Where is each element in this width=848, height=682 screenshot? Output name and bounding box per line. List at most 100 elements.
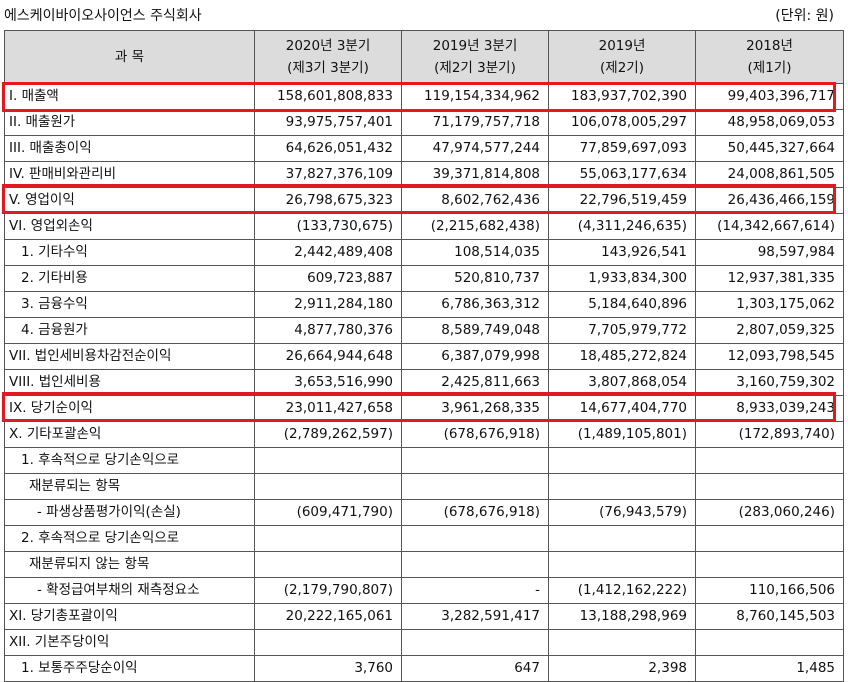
row-value: 7,705,979,772 (548, 317, 696, 344)
row-value: 520,810,737 (401, 265, 549, 292)
row-label: VII. 법인세비용차감전순이익 (4, 343, 255, 370)
header-col-2020q3: 2020년 3분기 (제3기 3분기) (254, 30, 402, 84)
header-col-2019: 2019년 (제2기) (548, 30, 696, 84)
row-value (548, 447, 696, 474)
row-value: (133,730,675) (254, 213, 402, 240)
row-value: 48,958,069,053 (695, 109, 844, 136)
row-value: 18,485,272,824 (548, 343, 696, 370)
income-statement-table: 과 목 2020년 3분기 (제3기 3분기) 2019년 3분기 (제2기 3분기… (4, 30, 844, 682)
row-label: - 파생상품평가이익(손실) (4, 499, 255, 526)
table-row: 재분류되지 않는 항목 (4, 551, 844, 578)
row-value: 143,926,541 (548, 239, 696, 266)
row-value (254, 473, 402, 500)
row-value (254, 447, 402, 474)
row-value: (2,215,682,438) (401, 213, 549, 240)
table-row: 3. 금융수익 2,911,284,180 6,786,363,312 5,184,6… (4, 291, 844, 318)
header-line1: 2018년 (746, 38, 793, 54)
row-value (254, 551, 402, 578)
table-row: XII. 기본주당이익 (4, 629, 844, 656)
row-value: (14,342,667,614) (695, 213, 844, 240)
header-line2: (제1기) (747, 60, 792, 76)
row-value: 6,786,363,312 (401, 291, 549, 318)
row-value: 55,063,177,634 (548, 161, 696, 188)
row-value: 50,445,327,664 (695, 135, 844, 162)
table-row: I. 매출액 158,601,808,833 119,154,334,962 183,… (4, 83, 844, 110)
table-row: 2. 후속적으로 당기손익으로 (4, 525, 844, 552)
row-value: 8,933,039,243 (695, 395, 844, 422)
row-value: 2,442,489,408 (254, 239, 402, 266)
table-row: III. 매출총이익 64,626,051,432 47,974,577,244 77… (4, 135, 844, 162)
row-value: 119,154,334,962 (401, 83, 549, 110)
row-value (548, 525, 696, 552)
row-value: (1,412,162,222) (548, 577, 696, 604)
row-value: 1,933,834,300 (548, 265, 696, 292)
row-label: 1. 후속적으로 당기손익으로 (4, 447, 255, 474)
header-line1: 2019년 3분기 (432, 38, 518, 54)
row-value: 24,008,861,505 (695, 161, 844, 188)
row-value (401, 473, 549, 500)
table-caption: 에스케이바이오사이언스 주식회사 (단위: 원) (0, 0, 848, 30)
row-value: 26,798,675,323 (254, 187, 402, 214)
table-row: VIII. 법인세비용 3,653,516,990 2,425,811,663 3,8… (4, 369, 844, 396)
row-label: 3. 금융수익 (4, 291, 255, 318)
row-value: 6,387,079,998 (401, 343, 549, 370)
table-row: - 확정급여부채의 재측정요소 (2,179,790,807) - (1,412,16… (4, 577, 844, 604)
row-value: 64,626,051,432 (254, 135, 402, 162)
row-value: 37,827,376,109 (254, 161, 402, 188)
row-value: 158,601,808,833 (254, 83, 402, 110)
row-label: 2. 후속적으로 당기손익으로 (4, 525, 255, 552)
table-row: IV. 판매비와관리비 37,827,376,109 39,371,814,808 5… (4, 161, 844, 188)
row-value (254, 525, 402, 552)
row-value: 106,078,005,297 (548, 109, 696, 136)
row-value: 2,911,284,180 (254, 291, 402, 318)
table-row: 2. 기타비용 609,723,887 520,810,737 1,933,834,3… (4, 265, 844, 292)
row-label: II. 매출원가 (4, 109, 255, 136)
header-item: 과 목 (4, 30, 255, 84)
row-value: (76,943,579) (548, 499, 696, 526)
row-value: 3,961,268,335 (401, 395, 549, 422)
row-label: 재분류되는 항목 (4, 473, 255, 500)
row-value (401, 629, 549, 656)
header-line2: (제2기 3분기) (434, 60, 516, 76)
row-label: 2. 기타비용 (4, 265, 255, 292)
row-label: IV. 판매비와관리비 (4, 161, 255, 188)
header-line2: (제2기) (600, 60, 644, 76)
header-col-2019q3: 2019년 3분기 (제2기 3분기) (401, 30, 549, 84)
table-row: X. 기타포괄손익 (2,789,262,597) (678,676,918) (1,… (4, 421, 844, 448)
table-row: V. 영업이익 26,798,675,323 8,602,762,436 22,796… (4, 187, 844, 214)
row-value: 71,179,757,718 (401, 109, 549, 136)
table-row: 1. 후속적으로 당기손익으로 (4, 447, 844, 474)
row-value: (609,471,790) (254, 499, 402, 526)
table-row: VII. 법인세비용차감전순이익 26,664,944,648 6,387,079,… (4, 343, 844, 370)
header-line2: (제3기 3분기) (287, 60, 369, 76)
row-value (695, 473, 844, 500)
row-label: X. 기타포괄손익 (4, 421, 255, 448)
row-label: IX. 당기순이익 (4, 395, 255, 422)
company-name: 에스케이바이오사이언스 주식회사 (4, 8, 202, 24)
row-value: 98,597,984 (695, 239, 844, 266)
row-value: (4,311,246,635) (548, 213, 696, 240)
row-value: 4,877,780,376 (254, 317, 402, 344)
row-value: 1,303,175,062 (695, 291, 844, 318)
row-value (695, 525, 844, 552)
header-line1: 2020년 3분기 (285, 38, 371, 54)
row-value (401, 447, 549, 474)
row-value: 14,677,404,770 (548, 395, 696, 422)
row-value: 8,602,762,436 (401, 187, 549, 214)
row-label: VIII. 법인세비용 (4, 369, 255, 396)
table-row: IX. 당기순이익 23,011,427,658 3,961,268,335 14,6… (4, 395, 844, 422)
row-value: 93,975,757,401 (254, 109, 402, 136)
row-value: 8,589,749,048 (401, 317, 549, 344)
row-value (695, 551, 844, 578)
row-value (401, 525, 549, 552)
table-row: 1. 기타수익 2,442,489,408 108,514,035 143,926,5… (4, 239, 844, 266)
header-row: 과 목 2020년 3분기 (제3기 3분기) 2019년 3분기 (제2기 3분기… (4, 30, 844, 84)
row-value: 22,796,519,459 (548, 187, 696, 214)
row-value: (2,789,262,597) (254, 421, 402, 448)
row-label: VI. 영업외손익 (4, 213, 255, 240)
row-value: (283,060,246) (695, 499, 844, 526)
row-value (695, 629, 844, 656)
row-label: 재분류되지 않는 항목 (4, 551, 255, 578)
row-value: 3,160,759,302 (695, 369, 844, 396)
row-label: I. 매출액 (4, 83, 255, 110)
